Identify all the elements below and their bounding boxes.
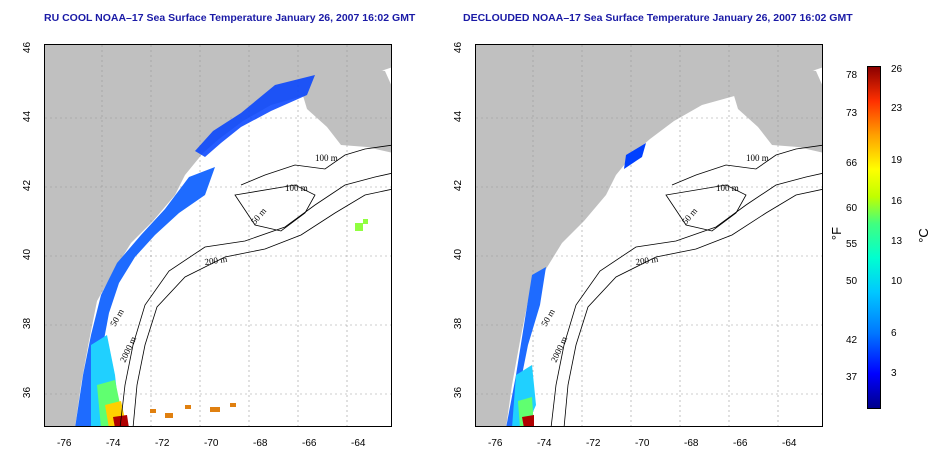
x-tick-label: -68 bbox=[253, 438, 268, 449]
left-map-title: RU COOL NOAA–17 Sea Surface Temperature … bbox=[44, 12, 416, 24]
sst-coastal-band bbox=[506, 143, 646, 426]
right-map-title: DECLOUDED NOAA–17 Sea Surface Temperatur… bbox=[463, 12, 853, 24]
celsius-tick: 6 bbox=[891, 328, 897, 339]
contour-label: 50 m bbox=[680, 206, 699, 226]
x-tick-label: -76 bbox=[488, 438, 503, 449]
contour-label: 100 m bbox=[315, 153, 338, 163]
bathymetry-contours bbox=[119, 144, 391, 426]
bathymetry-contours bbox=[550, 144, 822, 426]
x-tick-label: -76 bbox=[57, 438, 72, 449]
green-patch bbox=[355, 219, 368, 231]
y-tick-label: 42 bbox=[453, 179, 465, 192]
y-tick-label: 38 bbox=[22, 317, 34, 330]
warm-patches bbox=[150, 403, 236, 418]
celsius-tick: 10 bbox=[891, 276, 903, 287]
x-tick-label: -64 bbox=[351, 438, 366, 449]
x-tick-label: -72 bbox=[155, 438, 170, 449]
y-tick-label: 38 bbox=[453, 317, 465, 330]
x-tick-label: -70 bbox=[204, 438, 219, 449]
y-tick-label: 44 bbox=[453, 110, 465, 123]
celsius-tick: 23 bbox=[891, 103, 903, 114]
celsius-tick: 19 bbox=[891, 155, 903, 166]
contour-label: 100 m bbox=[716, 183, 739, 193]
y-tick-label: 40 bbox=[453, 248, 465, 261]
y-tick-label: 36 bbox=[453, 386, 465, 399]
celsius-unit-label: °C bbox=[915, 228, 931, 243]
fahrenheit-tick: 37 bbox=[846, 372, 858, 383]
fahrenheit-tick: 60 bbox=[846, 203, 858, 214]
x-tick-label: -66 bbox=[302, 438, 317, 449]
contour-label: 50 m bbox=[108, 307, 126, 328]
x-tick-label: -74 bbox=[537, 438, 552, 449]
left-map-panel: 100 m 100 m 50 m 200 m 50 m 2000 m bbox=[44, 44, 392, 427]
x-tick-label: -74 bbox=[106, 438, 121, 449]
fahrenheit-unit-label: °F bbox=[829, 226, 845, 241]
x-tick-label: -70 bbox=[635, 438, 650, 449]
contour-label: 2000 m bbox=[549, 335, 570, 364]
sst-coastal-band bbox=[75, 75, 315, 426]
contour-label: 100 m bbox=[285, 183, 308, 193]
fahrenheit-tick: 42 bbox=[846, 335, 858, 346]
right-map-panel: 100 m 100 m 50 m 200 m 50 m 2000 m bbox=[475, 44, 823, 427]
contour-label: 50 m bbox=[249, 206, 268, 226]
fahrenheit-tick: 55 bbox=[846, 239, 858, 250]
temperature-colorbar bbox=[867, 66, 881, 409]
contour-label: 2000 m bbox=[118, 335, 139, 364]
fahrenheit-tick: 50 bbox=[846, 276, 858, 287]
celsius-tick: 13 bbox=[891, 236, 903, 247]
celsius-tick: 16 bbox=[891, 196, 903, 207]
y-tick-label: 36 bbox=[22, 386, 34, 399]
y-tick-label: 42 bbox=[22, 179, 34, 192]
y-tick-label: 40 bbox=[22, 248, 34, 261]
fahrenheit-tick: 78 bbox=[846, 70, 858, 81]
y-tick-label: 46 bbox=[453, 41, 465, 54]
left-map-svg: 100 m 100 m 50 m 200 m 50 m 2000 m bbox=[45, 45, 391, 426]
celsius-tick: 3 bbox=[891, 368, 897, 379]
y-tick-label: 46 bbox=[22, 41, 34, 54]
land-mass bbox=[476, 45, 822, 426]
y-tick-label: 44 bbox=[22, 110, 34, 123]
x-tick-label: -72 bbox=[586, 438, 601, 449]
x-tick-label: -64 bbox=[782, 438, 797, 449]
fahrenheit-tick: 73 bbox=[846, 108, 858, 119]
right-map-svg: 100 m 100 m 50 m 200 m 50 m 2000 m bbox=[476, 45, 822, 426]
contour-label: 100 m bbox=[746, 153, 769, 163]
fahrenheit-tick: 66 bbox=[846, 158, 858, 169]
contour-label: 200 m bbox=[635, 254, 659, 267]
x-tick-label: -68 bbox=[684, 438, 699, 449]
land-mass bbox=[45, 45, 391, 426]
contour-label: 50 m bbox=[539, 307, 557, 328]
contour-label: 200 m bbox=[204, 254, 228, 267]
x-tick-label: -66 bbox=[733, 438, 748, 449]
celsius-tick: 26 bbox=[891, 64, 903, 75]
